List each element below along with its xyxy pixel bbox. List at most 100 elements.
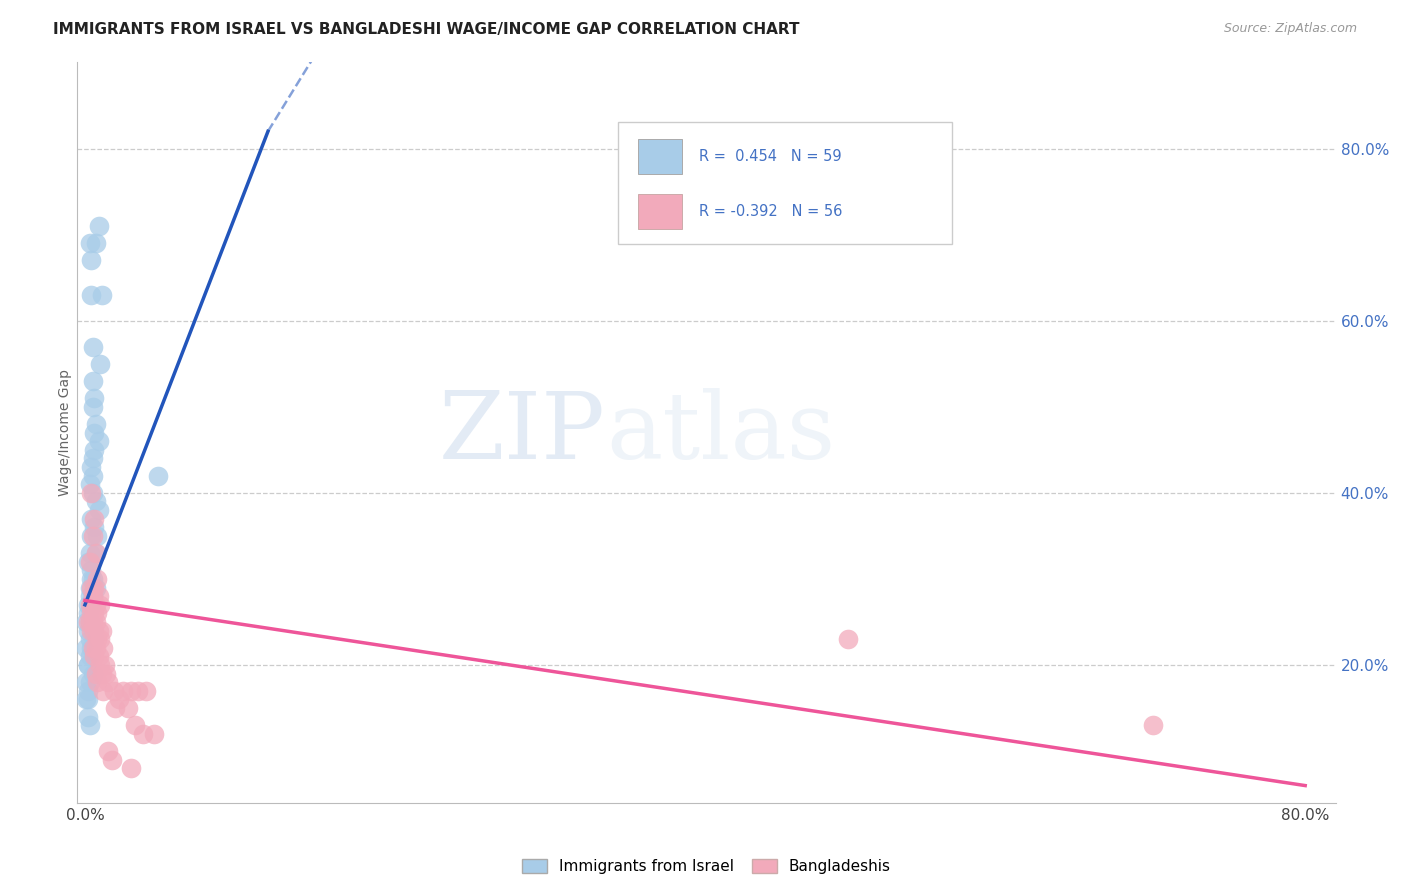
Y-axis label: Wage/Income Gap: Wage/Income Gap [58,369,72,496]
FancyBboxPatch shape [619,121,952,244]
Point [104,701,127,715]
Point [82,589,104,603]
Point [124,718,146,732]
Point [77,624,100,638]
Point [80,563,103,577]
Point [79,649,101,664]
Point [86,632,108,647]
Point [80,253,103,268]
Point [87,219,110,233]
Point [79,581,101,595]
Point [86,529,108,543]
Point [83,607,105,621]
Point [80,581,103,595]
Point [101,753,124,767]
Point [77,658,100,673]
Point [97,744,120,758]
Text: Source: ZipAtlas.com: Source: ZipAtlas.com [1223,22,1357,36]
Point [86,675,108,690]
Point [142,727,165,741]
Text: atlas: atlas [606,388,835,477]
Point [86,607,108,621]
Point [76,675,98,690]
Point [87,649,110,664]
Point [79,675,101,690]
Point [77,555,100,569]
Point [94,658,117,673]
Point [76,692,98,706]
Point [90,666,112,681]
Point [82,666,104,681]
Point [112,684,135,698]
Point [91,684,114,698]
Point [82,529,104,543]
Text: R = -0.392   N = 56: R = -0.392 N = 56 [699,203,842,219]
Point [84,615,107,629]
Point [77,692,100,706]
Point [79,236,101,251]
Point [87,589,110,603]
Point [77,684,100,698]
Point [80,529,103,543]
Point [82,339,104,353]
Point [80,288,103,302]
Point [132,727,155,741]
Point [76,615,98,629]
Point [83,581,105,595]
Text: IMMIGRANTS FROM ISRAEL VS BANGLADESHI WAGE/INCOME GAP CORRELATION CHART: IMMIGRANTS FROM ISRAEL VS BANGLADESHI WA… [53,22,800,37]
Point [84,494,107,508]
Point [77,607,100,621]
Point [83,512,105,526]
Point [82,589,104,603]
Point [87,434,110,449]
Point [82,486,104,500]
Point [84,236,107,251]
Point [127,684,149,698]
Point [89,658,111,673]
Point [80,607,103,621]
Point [82,468,104,483]
Point [80,598,103,612]
Point [79,546,101,560]
Point [90,288,112,302]
Point [96,666,118,681]
Point [87,624,110,638]
Point [91,640,114,655]
Point [89,632,111,647]
Point [87,503,110,517]
Legend: Immigrants from Israel, Bangladeshis: Immigrants from Israel, Bangladeshis [516,853,897,880]
Point [82,640,104,655]
Point [83,632,105,647]
Point [83,442,105,457]
Point [77,598,100,612]
Point [117,701,139,715]
Point [84,666,107,681]
Point [76,640,98,655]
Point [120,761,142,775]
Point [107,692,129,706]
Point [80,624,103,638]
Point [79,615,101,629]
Point [82,615,104,629]
Point [89,357,111,371]
Point [837,632,859,647]
Point [77,658,100,673]
Point [77,615,100,629]
Point [80,572,103,586]
Text: ZIP: ZIP [439,388,606,477]
Point [89,598,111,612]
Point [80,512,103,526]
Point [83,520,105,534]
Point [146,468,169,483]
Point [79,555,101,569]
Point [82,374,104,388]
Point [80,460,103,475]
Point [84,581,107,595]
Point [84,598,107,612]
Point [82,451,104,466]
FancyBboxPatch shape [637,194,682,228]
Point [120,684,142,698]
Point [84,417,107,431]
Point [83,425,105,440]
Point [83,391,105,405]
